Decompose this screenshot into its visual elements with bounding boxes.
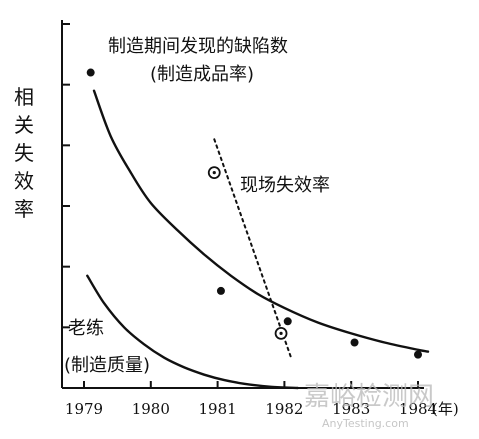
annotation-burn-in-subtitle: (制造质量)	[64, 355, 150, 376]
series-layer	[86, 68, 430, 390]
y-axis-label-char-1: 关	[14, 113, 34, 137]
series-1	[207, 138, 293, 359]
series-0	[86, 68, 430, 359]
annotation-defects-subtitle: (制造成品率)	[150, 64, 254, 85]
x-tick-label-0: 1979	[65, 400, 103, 418]
y-axis-label-char-3: 效	[14, 169, 34, 193]
series-0-point-3	[350, 338, 359, 347]
y-ticks	[62, 23, 70, 329]
series-0-point-2	[283, 317, 292, 326]
annotation-field-failure: 现场失效率	[240, 175, 330, 196]
x-tick-label-2: 1981	[199, 400, 237, 418]
watermark-subtext: AnyTesting.com	[322, 417, 409, 430]
series-2-line	[86, 274, 299, 390]
y-axis-label-char-4: 率	[14, 197, 34, 221]
y-axis-label-char-2: 失	[14, 141, 34, 165]
x-tick-label-1: 1980	[132, 400, 170, 418]
series-2	[86, 274, 299, 390]
series-1-point-1-center	[279, 331, 283, 335]
x-axis-unit-label: (年)	[432, 400, 459, 418]
y-axis-label: 相关失效率	[14, 85, 34, 221]
y-axis-label-char-0: 相	[14, 85, 34, 109]
series-0-point-4	[414, 350, 422, 359]
series-1-point-0-center	[212, 171, 216, 175]
annotation-defects-title: 制造期间发现的缺陷数	[108, 36, 288, 57]
x-tick-label-3: 1982	[265, 400, 303, 418]
x-tick-labels: 1979 1980 1981 1982 1983 1984	[65, 400, 437, 418]
x-tick-label-4: 1983	[332, 400, 370, 418]
x-tick-label-5: 1984	[399, 400, 437, 418]
watermark-text: 嘉峪检测网	[304, 382, 434, 412]
annotation-burn-in: 老练	[68, 318, 104, 339]
series-0-point-1	[216, 286, 225, 295]
series-0-point-0	[86, 68, 95, 77]
series-1-line	[213, 138, 293, 359]
series-0-line	[92, 89, 430, 353]
